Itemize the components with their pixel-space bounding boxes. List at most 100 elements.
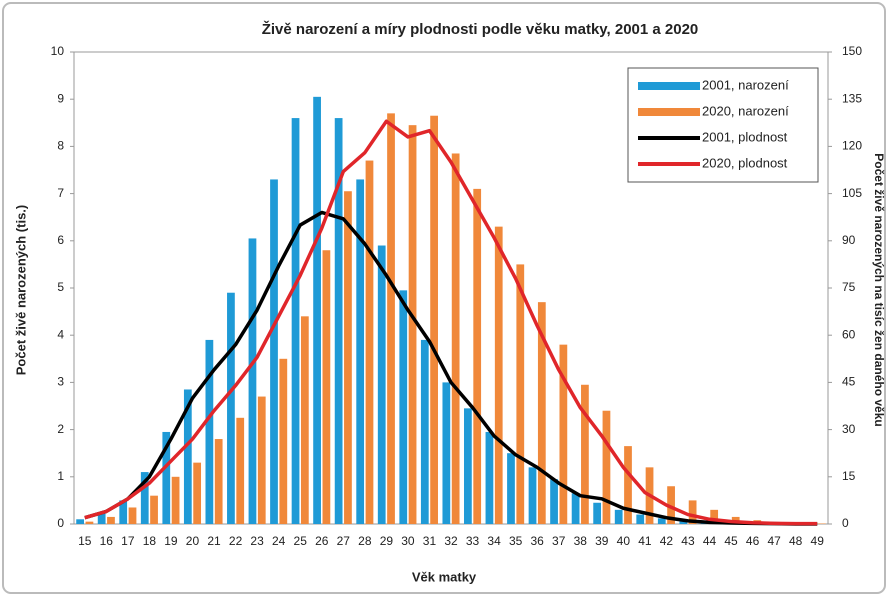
x-tick-label: 35	[509, 534, 523, 548]
y-tick-label: 5	[57, 280, 64, 294]
bar	[162, 431, 171, 524]
bar	[430, 115, 438, 524]
x-tick-label: 44	[703, 534, 717, 548]
x-tick-label: 21	[207, 534, 221, 548]
bar	[183, 389, 192, 524]
x-tick-label: 19	[164, 534, 178, 548]
bar	[107, 516, 115, 524]
y2-tick-label: 0	[842, 516, 849, 530]
x-tick-label: 46	[746, 534, 760, 548]
x-tick-label: 36	[530, 534, 544, 548]
y-tick-label: 3	[57, 375, 64, 389]
bar	[602, 410, 611, 524]
x-tick-label: 41	[638, 534, 652, 548]
y2-tick-label: 90	[842, 233, 856, 247]
bar	[550, 479, 558, 524]
y-tick-label: 8	[57, 139, 64, 153]
y-tick-label: 9	[57, 91, 64, 105]
bar	[85, 521, 94, 524]
y-tick-label: 4	[57, 327, 64, 341]
bar	[710, 509, 719, 524]
x-tick-label: 39	[595, 534, 609, 548]
bar	[420, 339, 429, 524]
bar	[624, 446, 632, 524]
bar	[227, 292, 235, 524]
x-tick-label: 30	[401, 534, 415, 548]
y2-tick-label: 45	[842, 375, 856, 389]
x-tick-label: 27	[337, 534, 351, 548]
x-tick-label: 34	[487, 534, 501, 548]
bar	[387, 113, 395, 525]
x-tick-label: 15	[78, 534, 92, 548]
x-tick-label: 42	[660, 534, 674, 548]
x-axis-title: Věk matky	[412, 569, 477, 584]
x-tick-label: 45	[724, 534, 738, 548]
y2-tick-label: 120	[842, 139, 862, 153]
x-tick-label: 29	[380, 534, 394, 548]
bar	[365, 160, 374, 524]
chart-title: Živě narození a míry plodnosti podle věk…	[262, 20, 699, 38]
bar	[494, 226, 503, 524]
bar	[451, 153, 460, 525]
bar	[571, 493, 580, 524]
bar	[140, 472, 149, 524]
bar	[291, 118, 300, 524]
legend-label: 2020, narození	[702, 103, 789, 118]
line	[84, 119, 818, 526]
bar	[300, 316, 309, 524]
bar	[76, 519, 84, 524]
bar	[593, 502, 602, 524]
y-axis-title: Počet živě narozených (tis.)	[13, 205, 28, 376]
bar	[279, 358, 288, 524]
bar	[464, 408, 472, 524]
bar	[408, 125, 417, 524]
bar	[150, 495, 158, 524]
x-tick-label: 20	[186, 534, 200, 548]
bar	[377, 245, 386, 524]
y2-tick-label: 150	[842, 44, 862, 58]
x-tick-label: 17	[121, 534, 135, 548]
legend-label: 2020, plodnost	[702, 155, 788, 170]
x-tick-label: 23	[250, 534, 264, 548]
x-tick-label: 26	[315, 534, 329, 548]
line	[84, 210, 818, 526]
bar	[614, 509, 623, 524]
bar	[636, 514, 645, 524]
bar	[356, 179, 365, 524]
bar	[334, 118, 343, 524]
bar	[399, 290, 408, 524]
y2-tick-label: 15	[842, 469, 856, 483]
y2-tick-label: 30	[842, 422, 856, 436]
bar	[171, 476, 180, 524]
y2-tick-label: 60	[842, 327, 856, 341]
x-tick-label: 25	[294, 534, 308, 548]
bar	[442, 382, 451, 524]
x-tick-label: 16	[100, 534, 114, 548]
bar	[193, 462, 202, 524]
x-tick-label: 28	[358, 534, 372, 548]
x-tick-label: 24	[272, 534, 286, 548]
x-tick-label: 40	[617, 534, 631, 548]
bar	[537, 302, 546, 524]
x-tick-label: 49	[811, 534, 825, 548]
x-tick-label: 31	[423, 534, 437, 548]
bar	[97, 512, 106, 524]
bar	[270, 179, 278, 524]
bar	[657, 518, 666, 524]
y-tick-label: 2	[57, 422, 64, 436]
x-tick-label: 43	[681, 534, 695, 548]
bar	[559, 344, 568, 524]
y-tick-label: 7	[57, 186, 64, 200]
legend-label: 2001, plodnost	[702, 129, 788, 144]
y-tick-label: 10	[51, 44, 65, 58]
bar	[344, 191, 352, 525]
bar	[248, 238, 257, 524]
y2-tick-label: 135	[842, 91, 862, 105]
x-tick-label: 32	[444, 534, 458, 548]
bar	[128, 507, 137, 524]
bar	[313, 96, 321, 524]
bar	[528, 467, 537, 524]
bar	[257, 396, 266, 524]
